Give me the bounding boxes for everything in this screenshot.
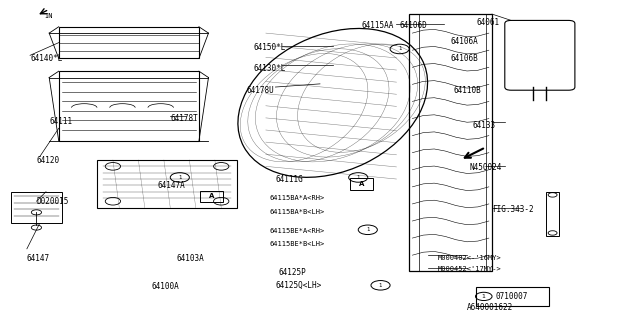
Text: 64111G: 64111G: [275, 174, 303, 184]
Text: 64120: 64120: [36, 156, 60, 164]
Text: 64140*L: 64140*L: [30, 54, 63, 63]
Text: 64147: 64147: [27, 254, 50, 263]
Text: 64150*L: 64150*L: [253, 43, 285, 52]
Text: 64111: 64111: [49, 117, 72, 126]
Text: M000452<'17MY->: M000452<'17MY->: [438, 267, 502, 272]
Text: 64133: 64133: [473, 121, 496, 130]
Text: D020015: D020015: [36, 197, 69, 206]
Text: 64106D: 64106D: [399, 21, 428, 30]
Text: 64100A: 64100A: [151, 282, 179, 292]
Text: 64110B: 64110B: [454, 86, 481, 95]
Text: 64061: 64061: [476, 18, 499, 27]
Text: 64106B: 64106B: [451, 54, 478, 63]
Text: 64125Q<LH>: 64125Q<LH>: [275, 281, 322, 290]
Text: M000402<-'16MY>: M000402<-'16MY>: [438, 255, 502, 261]
Text: FIG.343-2: FIG.343-2: [492, 205, 534, 214]
Text: 64115AA: 64115AA: [362, 21, 394, 30]
Text: 1: 1: [379, 283, 382, 288]
Text: 64147A: 64147A: [157, 181, 185, 190]
Text: 64115BA*A<RH>: 64115BA*A<RH>: [269, 195, 324, 201]
Text: 64178U: 64178U: [246, 86, 275, 95]
Text: 64106A: 64106A: [451, 36, 478, 45]
Text: A640001622: A640001622: [467, 303, 513, 312]
Text: A: A: [359, 181, 364, 187]
Text: 64178T: 64178T: [170, 114, 198, 123]
Text: 64130*L: 64130*L: [253, 63, 285, 73]
Text: A: A: [209, 194, 214, 199]
Text: 1: 1: [178, 175, 182, 180]
Text: 1: 1: [482, 294, 486, 299]
Text: N450024: N450024: [470, 164, 502, 172]
Text: 0710007: 0710007: [495, 292, 527, 301]
Text: 1: 1: [398, 46, 401, 52]
Text: 64103A: 64103A: [177, 254, 204, 263]
Text: 64115BE*B<LH>: 64115BE*B<LH>: [269, 241, 324, 247]
Text: 64115BA*B<LH>: 64115BA*B<LH>: [269, 209, 324, 215]
Text: 64115BE*A<RH>: 64115BE*A<RH>: [269, 228, 324, 234]
Text: 1: 1: [366, 227, 369, 232]
Text: 64125P: 64125P: [278, 268, 307, 277]
Text: 1: 1: [356, 175, 360, 180]
Text: IN: IN: [45, 13, 53, 19]
